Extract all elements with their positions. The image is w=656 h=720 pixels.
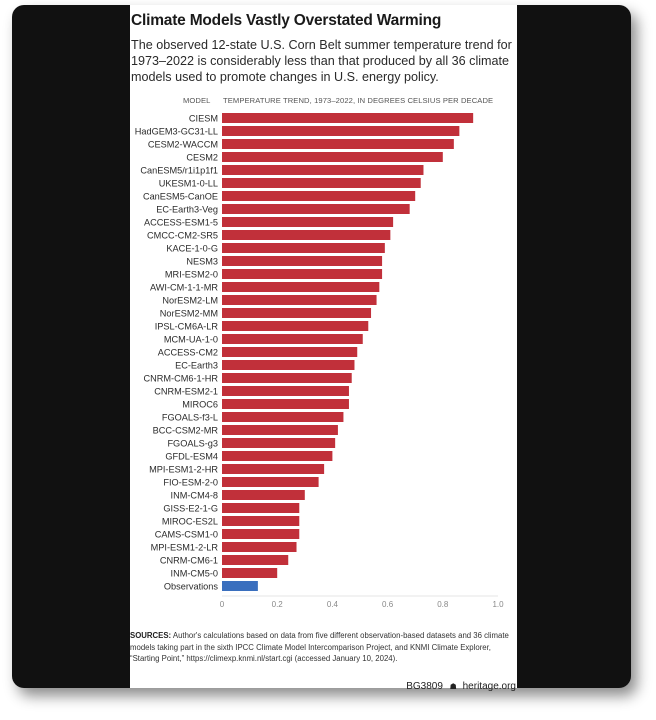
category-label: AWI-CM-1-1-MR (150, 282, 218, 292)
model-bar (222, 477, 319, 487)
category-label: CESM2 (186, 152, 218, 162)
observations-bar (222, 581, 258, 591)
trend-column-header: TEMPERATURE TREND, 1973–2022, IN DEGREES… (223, 96, 494, 105)
bar-chart: CIESM HadGEM3-GC31-LL CESM2-WACCM CESM2 CanE… (135, 113, 504, 609)
model-bar (222, 256, 383, 266)
site-link[interactable]: heritage.org (462, 681, 516, 692)
category-label: IPSL-CM6A-LR (155, 321, 219, 331)
sources-text: Author's calculations based on data from… (130, 631, 509, 663)
model-bar (222, 321, 369, 331)
category-label: ACCESS-ESM1-5 (144, 217, 218, 227)
model-column-header: MODEL (183, 96, 211, 105)
model-bar (222, 386, 349, 396)
model-bar (222, 568, 278, 578)
category-label: CIESM (189, 113, 218, 123)
category-label: HadGEM3-GC31-LL (135, 126, 218, 136)
model-bar (222, 451, 333, 461)
category-label: MIROC6 (182, 399, 218, 409)
model-bar (222, 360, 355, 370)
sources-note: SOURCES: Author's calculations based on … (130, 630, 515, 665)
model-bar (222, 438, 336, 448)
model-bar (222, 334, 363, 344)
footer: BG3809 ☗ heritage.org (406, 681, 516, 692)
model-bar (222, 490, 305, 500)
category-label: GFDL-ESM4 (165, 451, 218, 461)
category-label: MRI-ESM2-0 (165, 269, 218, 279)
model-bar (222, 243, 385, 253)
model-bar (222, 113, 474, 123)
x-tick-label: 1.0 (492, 600, 504, 609)
category-label: Observations (164, 581, 219, 591)
category-label: NESM3 (186, 256, 218, 266)
category-label: CAMS-CSM1-0 (155, 529, 218, 539)
model-bar (222, 152, 443, 162)
x-tick-label: 0 (220, 600, 225, 609)
category-label: EC-Earth3 (175, 360, 218, 370)
heritage-bell-icon: ☗ (449, 682, 457, 691)
category-label: FGOALS-f3-L (162, 412, 218, 422)
model-bar (222, 139, 454, 149)
model-bar (222, 191, 416, 201)
category-label: MCM-UA-1-0 (164, 334, 218, 344)
model-bar (222, 126, 460, 136)
model-bar (222, 178, 421, 188)
model-bar (222, 295, 377, 305)
model-bar (222, 347, 358, 357)
category-label: FGOALS-g3 (167, 438, 218, 448)
category-label: INM-CM4-8 (171, 490, 218, 500)
model-bar (222, 555, 289, 565)
model-bar (222, 542, 297, 552)
model-bar (222, 165, 424, 175)
category-label: CESM2-WACCM (148, 139, 218, 149)
model-bar (222, 217, 394, 227)
category-label: CNRM-CM6-1 (160, 555, 218, 565)
model-bar (222, 425, 338, 435)
model-bar (222, 269, 383, 279)
x-tick-label: 0.2 (272, 600, 284, 609)
model-bar (222, 412, 344, 422)
category-label: UKESM1-0-LL (159, 178, 218, 188)
category-label: GISS-E2-1-G (163, 503, 218, 513)
category-label: CanESM5-CanOE (143, 191, 218, 201)
model-bar (222, 373, 352, 383)
category-label: BCC-CSM2-MR (153, 425, 219, 435)
category-label: CNRM-CM6-1-HR (143, 373, 218, 383)
model-bar (222, 282, 380, 292)
x-tick-label: 0.8 (437, 600, 449, 609)
model-bar (222, 308, 372, 318)
category-label: CNRM-ESM2-1 (154, 386, 218, 396)
category-label: NorESM2-MM (160, 308, 218, 318)
x-tick-label: 0.4 (327, 600, 339, 609)
category-label: MIROC-ES2L (162, 516, 218, 526)
category-label: MPI-ESM1-2-HR (149, 464, 218, 474)
category-label: MPI-ESM1-2-LR (151, 542, 219, 552)
category-label: FIO-ESM-2-0 (163, 477, 218, 487)
category-label: NorESM2-LM (162, 295, 218, 305)
category-label: EC-Earth3-Veg (156, 204, 218, 214)
chart-title: Climate Models Vastly Overstated Warming (131, 12, 442, 29)
category-label: ACCESS-CM2 (158, 347, 218, 357)
model-bar (222, 503, 300, 513)
sources-label: SOURCES: (130, 631, 172, 640)
chart-subtitle: The observed 12-state U.S. Corn Belt sum… (131, 38, 512, 84)
model-bar (222, 516, 300, 526)
model-bar (222, 204, 410, 214)
category-label: INM-CM5-0 (171, 568, 218, 578)
category-label: KACE-1-0-G (166, 243, 218, 253)
model-bar (222, 230, 391, 240)
report-code: BG3809 (406, 681, 443, 692)
category-label: CanESM5/r1i1p1f1 (140, 165, 218, 175)
model-bar (222, 464, 325, 474)
model-bar (222, 529, 300, 539)
model-bar (222, 399, 349, 409)
x-tick-label: 0.6 (382, 600, 394, 609)
category-label: CMCC-CM2-SR5 (147, 230, 218, 240)
